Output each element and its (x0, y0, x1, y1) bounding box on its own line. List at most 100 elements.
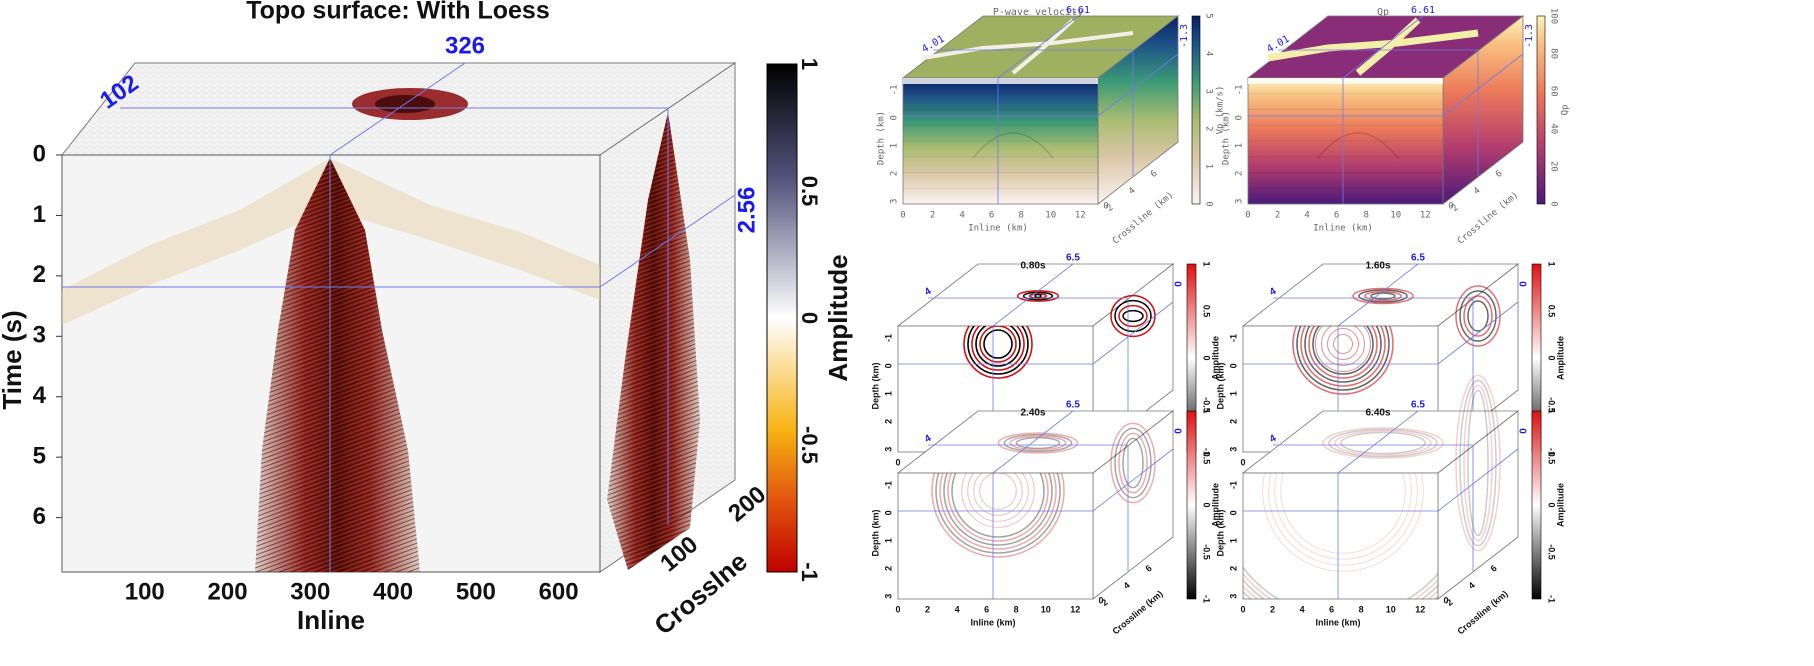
slice-label-depth: 0 (1519, 428, 1530, 434)
z-axis-label: Crossline (km) (1456, 190, 1521, 246)
x-tick-label: 0 (895, 604, 900, 614)
colorbar-tick-label: -0.5 (1202, 544, 1212, 560)
wavefront-ring (1280, 473, 1406, 554)
x-axis-label: Inline (297, 605, 365, 635)
slice-label-inline: 6.5 (1066, 400, 1080, 411)
y-axis-label: Depth (km) (1215, 509, 1225, 556)
y-tick-label: 0 (883, 363, 893, 368)
wavefront-ring (979, 326, 1017, 363)
y-axis-label: Depth (km) (1222, 111, 1232, 165)
colorbar-tick-label: -1 (1202, 448, 1212, 456)
wavefront-ring (1296, 326, 1390, 391)
colorbar-tick-label: -1 (1202, 595, 1212, 603)
x-tick-label: 4 (1300, 604, 1305, 614)
x-tick-label: 6 (1334, 211, 1339, 221)
wavefront-ring (1321, 326, 1365, 366)
x-tick-label: 8 (1363, 211, 1368, 221)
chart-title: Topo surface: With Loess (246, 0, 550, 25)
y-tick-label: -1 (1235, 85, 1245, 96)
z-tick-label: 6 (1143, 563, 1153, 574)
slice-label-depth: 0 (1174, 428, 1185, 434)
x-tick-label: 12 (1075, 211, 1086, 221)
x-tick-label: 8 (1359, 604, 1364, 614)
colorbar-tick-label: 2 (1204, 126, 1214, 131)
z-tick-label: 6 (1149, 169, 1160, 180)
cube-front-face (1242, 472, 1439, 600)
wavefront-ring (1333, 334, 1353, 354)
colorbar-tick-label: 1 (797, 58, 822, 70)
x-tick-label: 6 (984, 604, 989, 614)
panel-title: 1.60s (1365, 261, 1390, 272)
colorbar-tick-label: 1 (1202, 261, 1212, 266)
y-tick-label: 1 (883, 391, 893, 396)
wavefront-group (931, 473, 1065, 558)
wavefront-ring (1308, 326, 1378, 379)
colorbar-label: Amplitude (1555, 483, 1565, 527)
x-tick-label: 8 (1014, 604, 1019, 614)
x-tick-label: 500 (456, 578, 496, 605)
y-tick-label: 1 (883, 538, 893, 543)
y-tick-label: -1 (1228, 481, 1238, 489)
wavefront-top-ring (1009, 435, 1067, 451)
slice-line-depth-side (1097, 53, 1179, 117)
panel-colorbar (1186, 410, 1197, 600)
slice-line-inline-top (1342, 15, 1424, 79)
panel-title: 2.40s (1020, 408, 1045, 419)
colorbar-tick-label: 3 (1204, 88, 1214, 93)
slice-label-time: 2.56 (733, 187, 760, 234)
slice-line-inline-top (992, 410, 1074, 474)
y-tick-label: 2 (1228, 419, 1238, 424)
y-tick-label: 2 (1228, 566, 1238, 571)
colorbar-tick-label: 20 (1549, 161, 1559, 172)
x-tick-label: 6 (1329, 604, 1334, 614)
slice-line-inline-top (329, 62, 466, 156)
wavefront-ring (961, 473, 1035, 528)
y-tick-label: 3 (33, 322, 46, 349)
x-tick-label: 10 (1390, 211, 1401, 221)
front-face-fan-texture (255, 158, 420, 572)
wavefront-top-ring (1015, 436, 1061, 450)
colorbar-tick-label: 0 (797, 312, 822, 324)
slice-label-inline: 6.5 (1411, 400, 1425, 411)
colorbar-tick-label: 0.5 (1202, 305, 1212, 318)
panel-colorbar (1531, 410, 1542, 600)
x-tick-label: 600 (539, 578, 579, 605)
wavefront-group (1243, 473, 1438, 599)
x-tick-label: 300 (290, 578, 330, 605)
slice-label-crossline: 4 (923, 286, 934, 299)
x-axis-label: Inline (km) (1313, 224, 1373, 234)
colorbar-tick-label: -0.5 (1547, 544, 1557, 560)
z-tick-label: 2 (1444, 597, 1454, 608)
wavefront-top-ring (1370, 292, 1396, 300)
wavefront-side-ring (1459, 290, 1497, 342)
z-tick-label: 2 (1099, 597, 1109, 608)
x-tick-label: 4 (1304, 211, 1309, 221)
z-axis-label: Crossline (km) (1455, 589, 1509, 637)
anticline-structure (1317, 132, 1399, 159)
panel-title: 0.80s (1020, 261, 1045, 272)
y-tick-label: 0 (1235, 115, 1245, 120)
x-axis-label: Inline (km) (968, 224, 1028, 234)
y-tick-label: 6 (33, 503, 46, 530)
wavefront-side-ring (1459, 379, 1497, 547)
wavefront-ring (947, 473, 1049, 542)
colorbar-label: Amplitude (823, 254, 853, 381)
x-tick-label: 200 (208, 578, 248, 605)
colorbar-tick-label: 0 (1549, 201, 1559, 206)
cube-front-face (1247, 77, 1444, 205)
colorbar-tick-label: -0.5 (797, 426, 822, 464)
colorbar-tick-label: 1 (1547, 261, 1557, 266)
colorbar-tick-label: 0.5 (1202, 452, 1212, 465)
wavefront-side-ring (1118, 304, 1148, 328)
wavefront-side-ring (1467, 300, 1489, 332)
surface-layer (903, 78, 1098, 84)
slice-line-depth-side (1092, 301, 1174, 365)
y-tick-label: 0 (1228, 510, 1238, 515)
x-tick-label: 10 (1045, 211, 1056, 221)
wavefront-ring (967, 473, 1029, 522)
panel-title: Qp (1377, 7, 1389, 18)
slice-label-crossline: 4 (1268, 433, 1279, 446)
y-tick-label: 2 (890, 171, 900, 176)
z-tick-label: 6 (1494, 169, 1505, 180)
wavefront-side-ring (1114, 299, 1152, 333)
